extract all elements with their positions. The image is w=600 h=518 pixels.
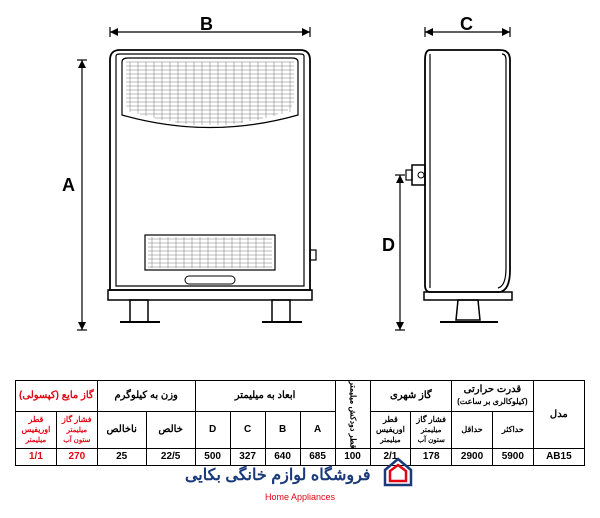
logo-text-sub: Home Appliances: [0, 492, 600, 502]
dim-label-a: A: [62, 175, 75, 196]
th-orifice: قطر اوریفیس میلیمتر: [370, 411, 411, 449]
th-city-gas: گاز شهری: [370, 381, 452, 412]
technical-diagram: B A: [40, 20, 560, 360]
th-chimney: قطر دودکش میلیمتر: [335, 381, 370, 449]
th-gas-pressure: فشار گاز میلیمتر ستون آب: [411, 411, 452, 449]
dim-label-c: C: [460, 14, 473, 35]
th-dim-d: D: [195, 411, 230, 449]
th-weight-net: خالص: [146, 411, 195, 449]
dim-label-d: D: [382, 235, 395, 256]
logo-text-main: فروشگاه لوازم خانگی بکایی: [185, 465, 371, 485]
store-logo: فروشگاه لوازم خانگی بکایی Home Appliance…: [0, 455, 600, 502]
side-view: C D: [380, 20, 560, 350]
logo-house-icon: [381, 455, 415, 494]
th-thermal-max: حداکثر: [492, 411, 533, 449]
dim-label-b: B: [200, 14, 213, 35]
th-model: مدل: [533, 381, 584, 449]
th-dim-a: A: [300, 411, 335, 449]
spec-table: مدل قدرت حرارتی (کیلوکالری بر ساعت) گاز …: [15, 380, 585, 466]
th-dim-c: C: [230, 411, 265, 449]
th-dim-b: B: [265, 411, 300, 449]
th-dimensions: ابعاد به میلیمتر: [195, 381, 335, 412]
th-lpg: گاز مایع (کپسولی): [16, 381, 98, 412]
th-weight-gross: ناخالص: [97, 411, 146, 449]
th-lpg-pressure: فشار گاز میلیمتر ستون آب: [56, 411, 97, 449]
th-thermal: قدرت حرارتی (کیلوکالری بر ساعت): [452, 381, 534, 412]
th-lpg-orifice: قطر اوریفیس میلیمتر: [16, 411, 57, 449]
front-view: B A: [60, 20, 330, 350]
th-thermal-min: حداقل: [452, 411, 493, 449]
th-weight: وزن به کیلوگرم: [97, 381, 195, 412]
